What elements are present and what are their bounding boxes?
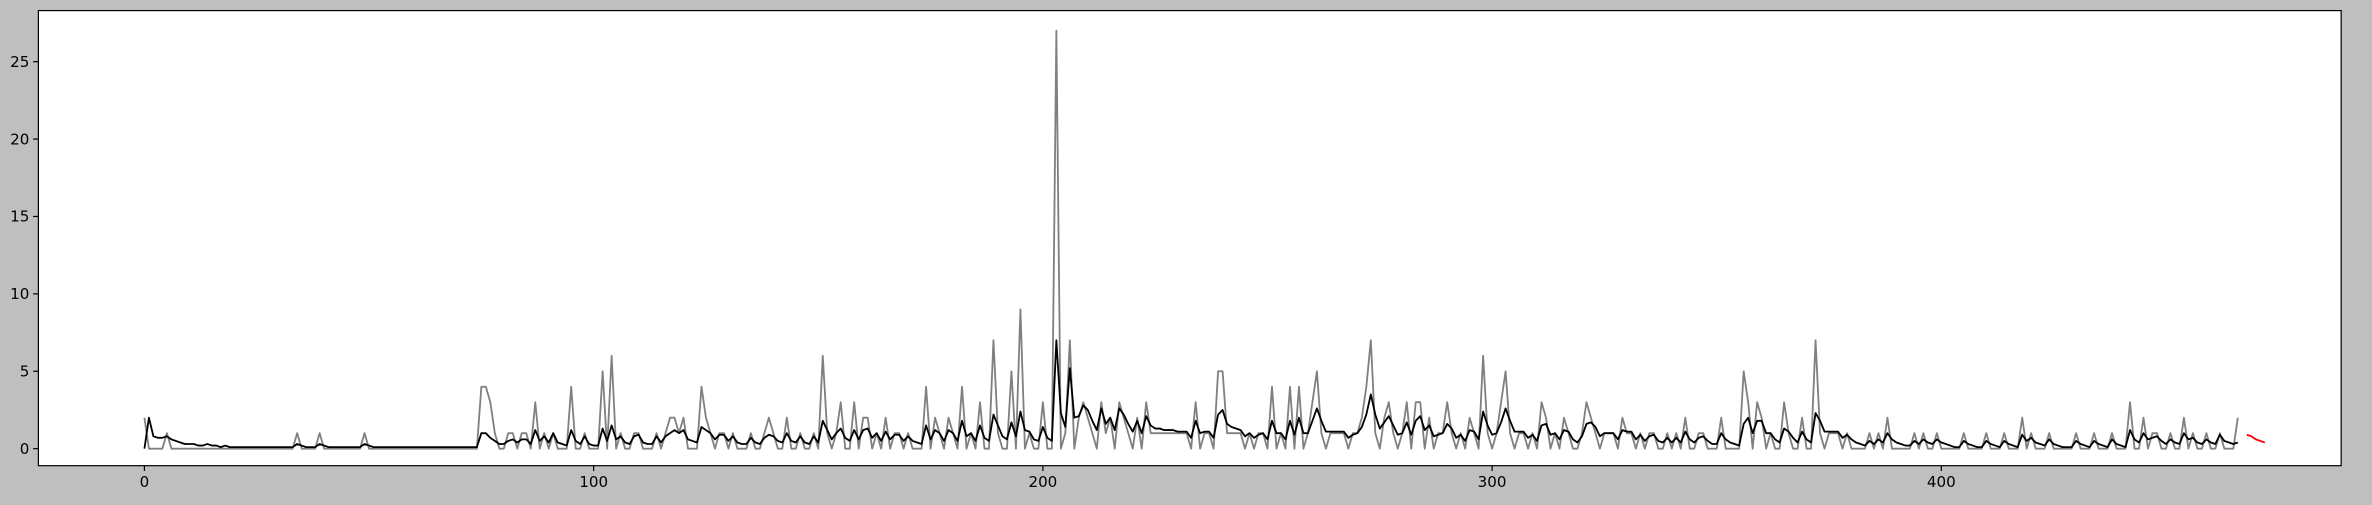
y-tick-label: 15 xyxy=(10,208,29,226)
x-tick-label: 400 xyxy=(1927,473,1956,491)
x-tick-label: 0 xyxy=(140,473,150,491)
y-tick-label: 25 xyxy=(10,53,29,71)
x-tick-label: 300 xyxy=(1478,473,1507,491)
series-line xyxy=(143,29,2239,450)
y-tick-label: 5 xyxy=(20,363,30,381)
plot-area xyxy=(38,10,2342,466)
y-tick-label: 10 xyxy=(10,285,29,303)
x-tick-label: 100 xyxy=(579,473,608,491)
y-tick-label: 20 xyxy=(10,130,29,148)
series-line xyxy=(143,339,2239,449)
series-line xyxy=(2246,433,2266,444)
plot-frame xyxy=(37,9,2342,467)
x-tick-label: 200 xyxy=(1028,473,1057,491)
y-tick-label: 0 xyxy=(20,440,30,458)
